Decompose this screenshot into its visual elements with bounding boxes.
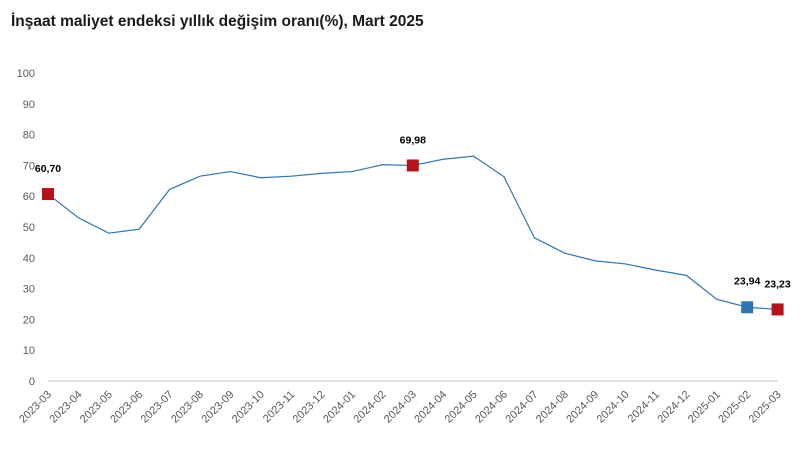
x-tick-label: 2024-03 (382, 389, 419, 426)
x-tick-label: 2023-06 (108, 389, 145, 426)
x-tick-label: 2024-02 (351, 389, 388, 426)
x-tick-label: 2024-01 (321, 389, 358, 426)
chart-title: İnşaat maliyet endeksi yıllık değişim or… (11, 13, 424, 30)
data-point-marker (741, 301, 754, 314)
x-tick-label: 2025-03 (747, 389, 784, 426)
x-tick-label: 2023-03 (17, 389, 54, 426)
x-tick-label: 2023-05 (78, 389, 115, 426)
x-tick-label: 2024-09 (564, 389, 601, 426)
x-tick-label: 2024-04 (412, 389, 449, 426)
x-tick-label: 2023-10 (230, 389, 267, 426)
data-point-marker (406, 159, 419, 172)
x-tick-label: 2025-01 (686, 389, 723, 426)
x-tick-label: 2024-06 (473, 389, 510, 426)
series-line (47, 155, 778, 311)
x-tick-label: 2023-12 (291, 389, 328, 426)
x-tick-label: 2024-07 (503, 389, 540, 426)
x-tick-label: 2023-04 (47, 389, 84, 426)
y-tick-label: 50 (23, 222, 35, 234)
y-tick-label: 70 (23, 160, 35, 172)
data-label: 60,70 (35, 163, 61, 175)
y-tick-label: 60 (23, 191, 35, 203)
y-tick-label: 10 (23, 345, 35, 357)
x-tick-label: 2024-08 (534, 389, 571, 426)
y-tick-label: 30 (23, 284, 35, 296)
data-point-marker (771, 303, 784, 316)
y-tick-label: 40 (23, 253, 35, 265)
y-tick-label: 100 (17, 68, 35, 80)
x-tick-label: 2023-07 (139, 389, 176, 426)
data-label: 69,98 (400, 134, 426, 146)
data-label: 23,94 (734, 275, 760, 287)
y-tick-label: 0 (29, 376, 35, 388)
x-tick-label: 2023-08 (169, 389, 206, 426)
x-tick-label: 2023-09 (199, 389, 236, 426)
x-tick-label: 2024-12 (655, 389, 692, 426)
x-tick-label: 2024-10 (595, 389, 632, 426)
x-tick-label: 2025-02 (716, 389, 753, 426)
y-tick-label: 80 (23, 130, 35, 142)
y-tick-label: 90 (23, 99, 35, 111)
y-tick-label: 20 (23, 314, 35, 326)
data-label: 23,23 (764, 278, 790, 290)
x-tick-label: 2024-05 (443, 389, 480, 426)
data-point-marker (42, 188, 54, 201)
